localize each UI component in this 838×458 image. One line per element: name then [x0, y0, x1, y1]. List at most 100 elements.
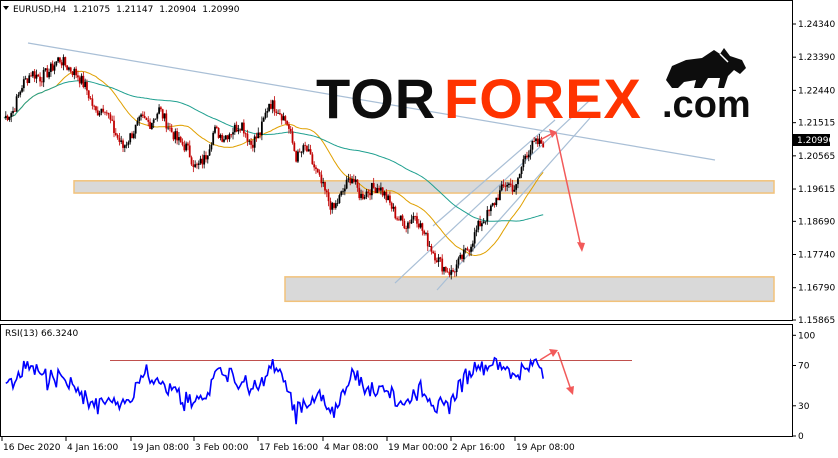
candle-body [333, 202, 335, 208]
candle-body [4, 115, 7, 119]
candle-body [107, 112, 110, 115]
time-axis: 16 Dec 2020 4 Jan 16:00 19 Jan 08:00 3 Feb … [1, 437, 575, 453]
candle-body [232, 132, 234, 135]
candle-body [347, 178, 350, 180]
price-tick-label: 1.19615 [798, 185, 835, 195]
candle-body [288, 124, 290, 129]
candle-body [179, 137, 182, 142]
candle-body [475, 229, 478, 233]
candle-body [497, 197, 500, 201]
rsi-panel [0, 324, 793, 437]
price-tick-label: 1.23390 [798, 53, 835, 63]
rsi-axis: 100 70 30 0 [792, 331, 815, 442]
candle-body [93, 105, 96, 107]
candle-body [367, 191, 370, 193]
candle-body [205, 155, 207, 160]
candle-body [416, 216, 418, 224]
candle-body [298, 151, 301, 153]
candle-body [96, 110, 99, 116]
candle-body [271, 100, 274, 109]
candle-body [369, 192, 371, 196]
candle-body [430, 246, 433, 252]
candle-body [165, 113, 168, 129]
candle-body [282, 116, 285, 121]
candle-body [444, 266, 447, 272]
symbol-label: EURUSD,H4 [13, 5, 66, 15]
candle-body [471, 243, 474, 247]
candle-body [80, 75, 83, 84]
candle-body [57, 57, 59, 62]
candle-body [434, 253, 436, 261]
candle-body [480, 223, 483, 227]
price-tick-label: 1.17740 [798, 251, 835, 261]
candle-body [12, 110, 14, 114]
candle-body [199, 158, 202, 164]
candle-body [183, 144, 186, 151]
forecast-arrows [539, 129, 585, 395]
candle-body [390, 202, 393, 209]
candle-body [297, 151, 299, 162]
chart-header: EURUSD,H4 1.21075 1.21147 1.20904 1.2099… [13, 5, 240, 15]
candle-body [313, 164, 316, 168]
candle-body [342, 191, 344, 193]
candle-body [423, 230, 426, 234]
candle-body [531, 140, 534, 150]
candle-body [291, 131, 294, 143]
candle-body [468, 250, 471, 252]
candle-body [102, 108, 105, 112]
candle-body [172, 132, 175, 140]
candle-body [145, 118, 148, 121]
candle-body [448, 272, 451, 275]
candle-body [336, 203, 339, 204]
candle-body [289, 128, 292, 132]
candle-body [26, 78, 29, 84]
ma-fast-line [3, 70, 544, 257]
candle-body [280, 114, 283, 121]
candle-body [140, 114, 142, 117]
candle-body [62, 57, 65, 66]
candle-body [392, 206, 395, 209]
candle-body [53, 65, 56, 71]
chart-menu-icon[interactable] [3, 6, 9, 10]
candle-body [192, 164, 195, 167]
candle-body [527, 154, 530, 158]
candle-body [6, 115, 9, 120]
candle-body [279, 113, 281, 115]
candle-body [538, 138, 541, 145]
forecast-arrow-up-head [549, 129, 557, 138]
candle-body [439, 257, 442, 259]
time-tick-label: 16 Dec 2020 [3, 443, 61, 453]
candle-body [284, 116, 287, 121]
price-tick-label: 1.24340 [798, 20, 835, 30]
candle-body [248, 140, 251, 142]
candle-body [210, 144, 213, 150]
candle-body [526, 155, 528, 158]
candle-body [219, 134, 222, 138]
candle-body [414, 216, 417, 217]
candle-body [170, 127, 173, 133]
candle-body [190, 157, 193, 165]
candle-body [226, 135, 229, 140]
candle-body [504, 185, 507, 187]
candle-body [201, 158, 204, 165]
candle-body [60, 62, 63, 66]
time-tick-label: 4 Mar 08:00 [324, 443, 379, 453]
candle-body [462, 249, 465, 260]
candle-body [356, 179, 359, 188]
candle-body [520, 167, 523, 175]
candle-body [78, 77, 81, 84]
candle-body [13, 110, 16, 112]
candle-body [64, 57, 67, 66]
candle-body [529, 149, 532, 155]
candle-body [372, 183, 375, 188]
candle-body [40, 81, 43, 83]
candle-body [443, 266, 445, 272]
candle-body [399, 215, 402, 220]
candle-body [237, 129, 240, 132]
candle-body [304, 145, 307, 147]
candle-body [542, 143, 545, 148]
candle-body [169, 127, 171, 129]
candle-body [66, 65, 69, 70]
candle-body [163, 113, 166, 119]
candle-body [407, 222, 409, 229]
